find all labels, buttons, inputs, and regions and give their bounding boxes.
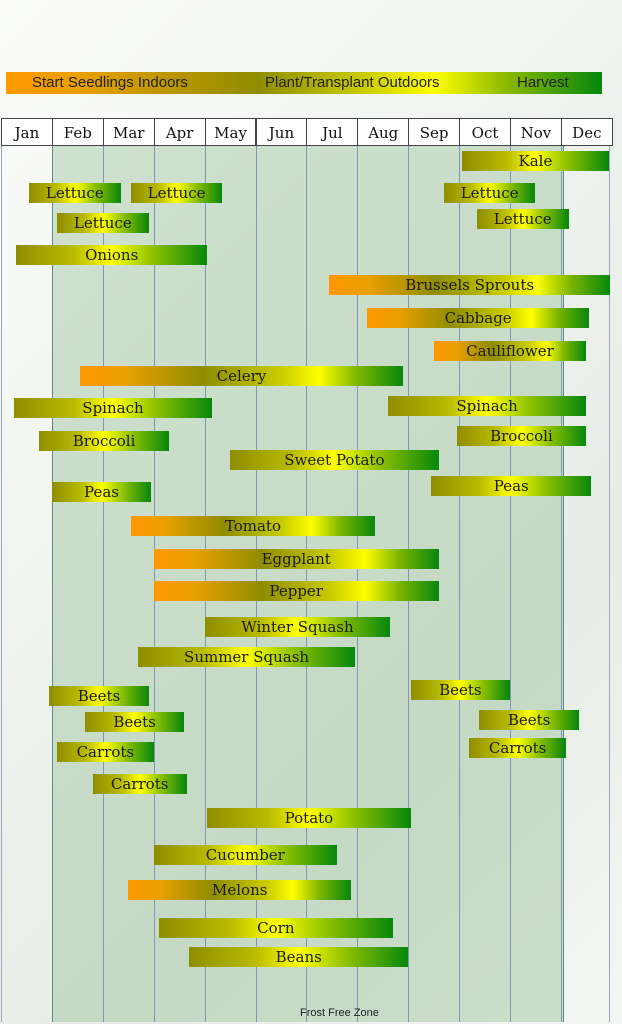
month-header-jul: Jul: [306, 118, 359, 146]
crop-bar-cauliflower: Cauliflower: [433, 341, 587, 361]
crop-bar-beets: Beets: [84, 712, 185, 732]
crop-bar-broccoli: Broccoli: [39, 431, 169, 451]
crop-bar-potato: Potato: [207, 808, 411, 828]
month-header-dec: Dec: [560, 118, 613, 146]
crop-bar-peas: Peas: [431, 476, 592, 496]
legend-harvest: Harvest: [517, 74, 569, 91]
crop-bar-carrots: Carrots: [92, 774, 187, 794]
crop-bar-tomato: Tomato: [130, 516, 376, 536]
month-gridline: [510, 146, 511, 1022]
crop-bar-beets: Beets: [410, 680, 510, 700]
crop-bar-onions: Onions: [16, 245, 208, 265]
crop-bar-summer-squash: Summer Squash: [138, 647, 355, 667]
crop-bar-pepper: Pepper: [153, 581, 439, 601]
month-header-nov: Nov: [510, 118, 562, 146]
crop-bar-lettuce: Lettuce: [443, 183, 536, 203]
crop-bar-beets: Beets: [49, 686, 149, 706]
month-header-sep: Sep: [408, 118, 461, 146]
month-gridline: [459, 146, 461, 1022]
legend-plant-transplant: Plant/Transplant Outdoors: [265, 74, 440, 91]
crop-bar-winter-squash: Winter Squash: [204, 617, 391, 637]
legend-gradient-bar: [6, 72, 602, 94]
month-header-jun: Jun: [255, 118, 308, 146]
crop-bar-carrots: Carrots: [469, 738, 566, 758]
month-gridline: [560, 146, 562, 1022]
crop-bar-carrots: Carrots: [56, 742, 154, 762]
crop-bar-cabbage: Cabbage: [367, 308, 589, 328]
crop-bar-lettuce: Lettuce: [130, 183, 223, 203]
crop-bar-broccoli: Broccoli: [456, 426, 587, 446]
frost-free-zone-label: Frost Free Zone: [300, 1007, 379, 1019]
crop-bar-beans: Beans: [189, 947, 409, 967]
month-header-aug: Aug: [357, 118, 410, 146]
legend-start-seedlings: Start Seedlings Indoors: [32, 74, 188, 91]
month-header-oct: Oct: [459, 118, 511, 146]
calendar-frame: [1, 118, 610, 1022]
crop-bar-lettuce: Lettuce: [476, 209, 569, 229]
month-header-jan: Jan: [1, 118, 53, 146]
crop-bar-spinach: Spinach: [387, 396, 587, 416]
crop-bar-melons: Melons: [128, 880, 352, 900]
crop-bar-celery: Celery: [79, 366, 404, 386]
crop-bar-brussels-sprouts: Brussels Sprouts: [329, 275, 610, 295]
month-header-feb: Feb: [51, 118, 104, 146]
crop-bar-lettuce: Lettuce: [56, 213, 149, 233]
crop-bar-cucumber: Cucumber: [153, 845, 337, 865]
crop-bar-corn: Corn: [158, 918, 393, 938]
crop-bar-lettuce: Lettuce: [28, 183, 121, 203]
crop-bar-eggplant: Eggplant: [153, 549, 439, 569]
crop-bar-sweet-potato: Sweet Potato: [230, 450, 439, 470]
month-header-mar: Mar: [102, 118, 155, 146]
month-header-apr: Apr: [153, 118, 206, 146]
crop-bar-spinach: Spinach: [13, 398, 213, 418]
month-header-may: May: [204, 118, 257, 146]
crop-bar-kale: Kale: [461, 151, 610, 171]
crop-bar-peas: Peas: [51, 482, 152, 502]
crop-bar-beets: Beets: [479, 710, 579, 730]
month-gridline: [102, 146, 104, 1022]
